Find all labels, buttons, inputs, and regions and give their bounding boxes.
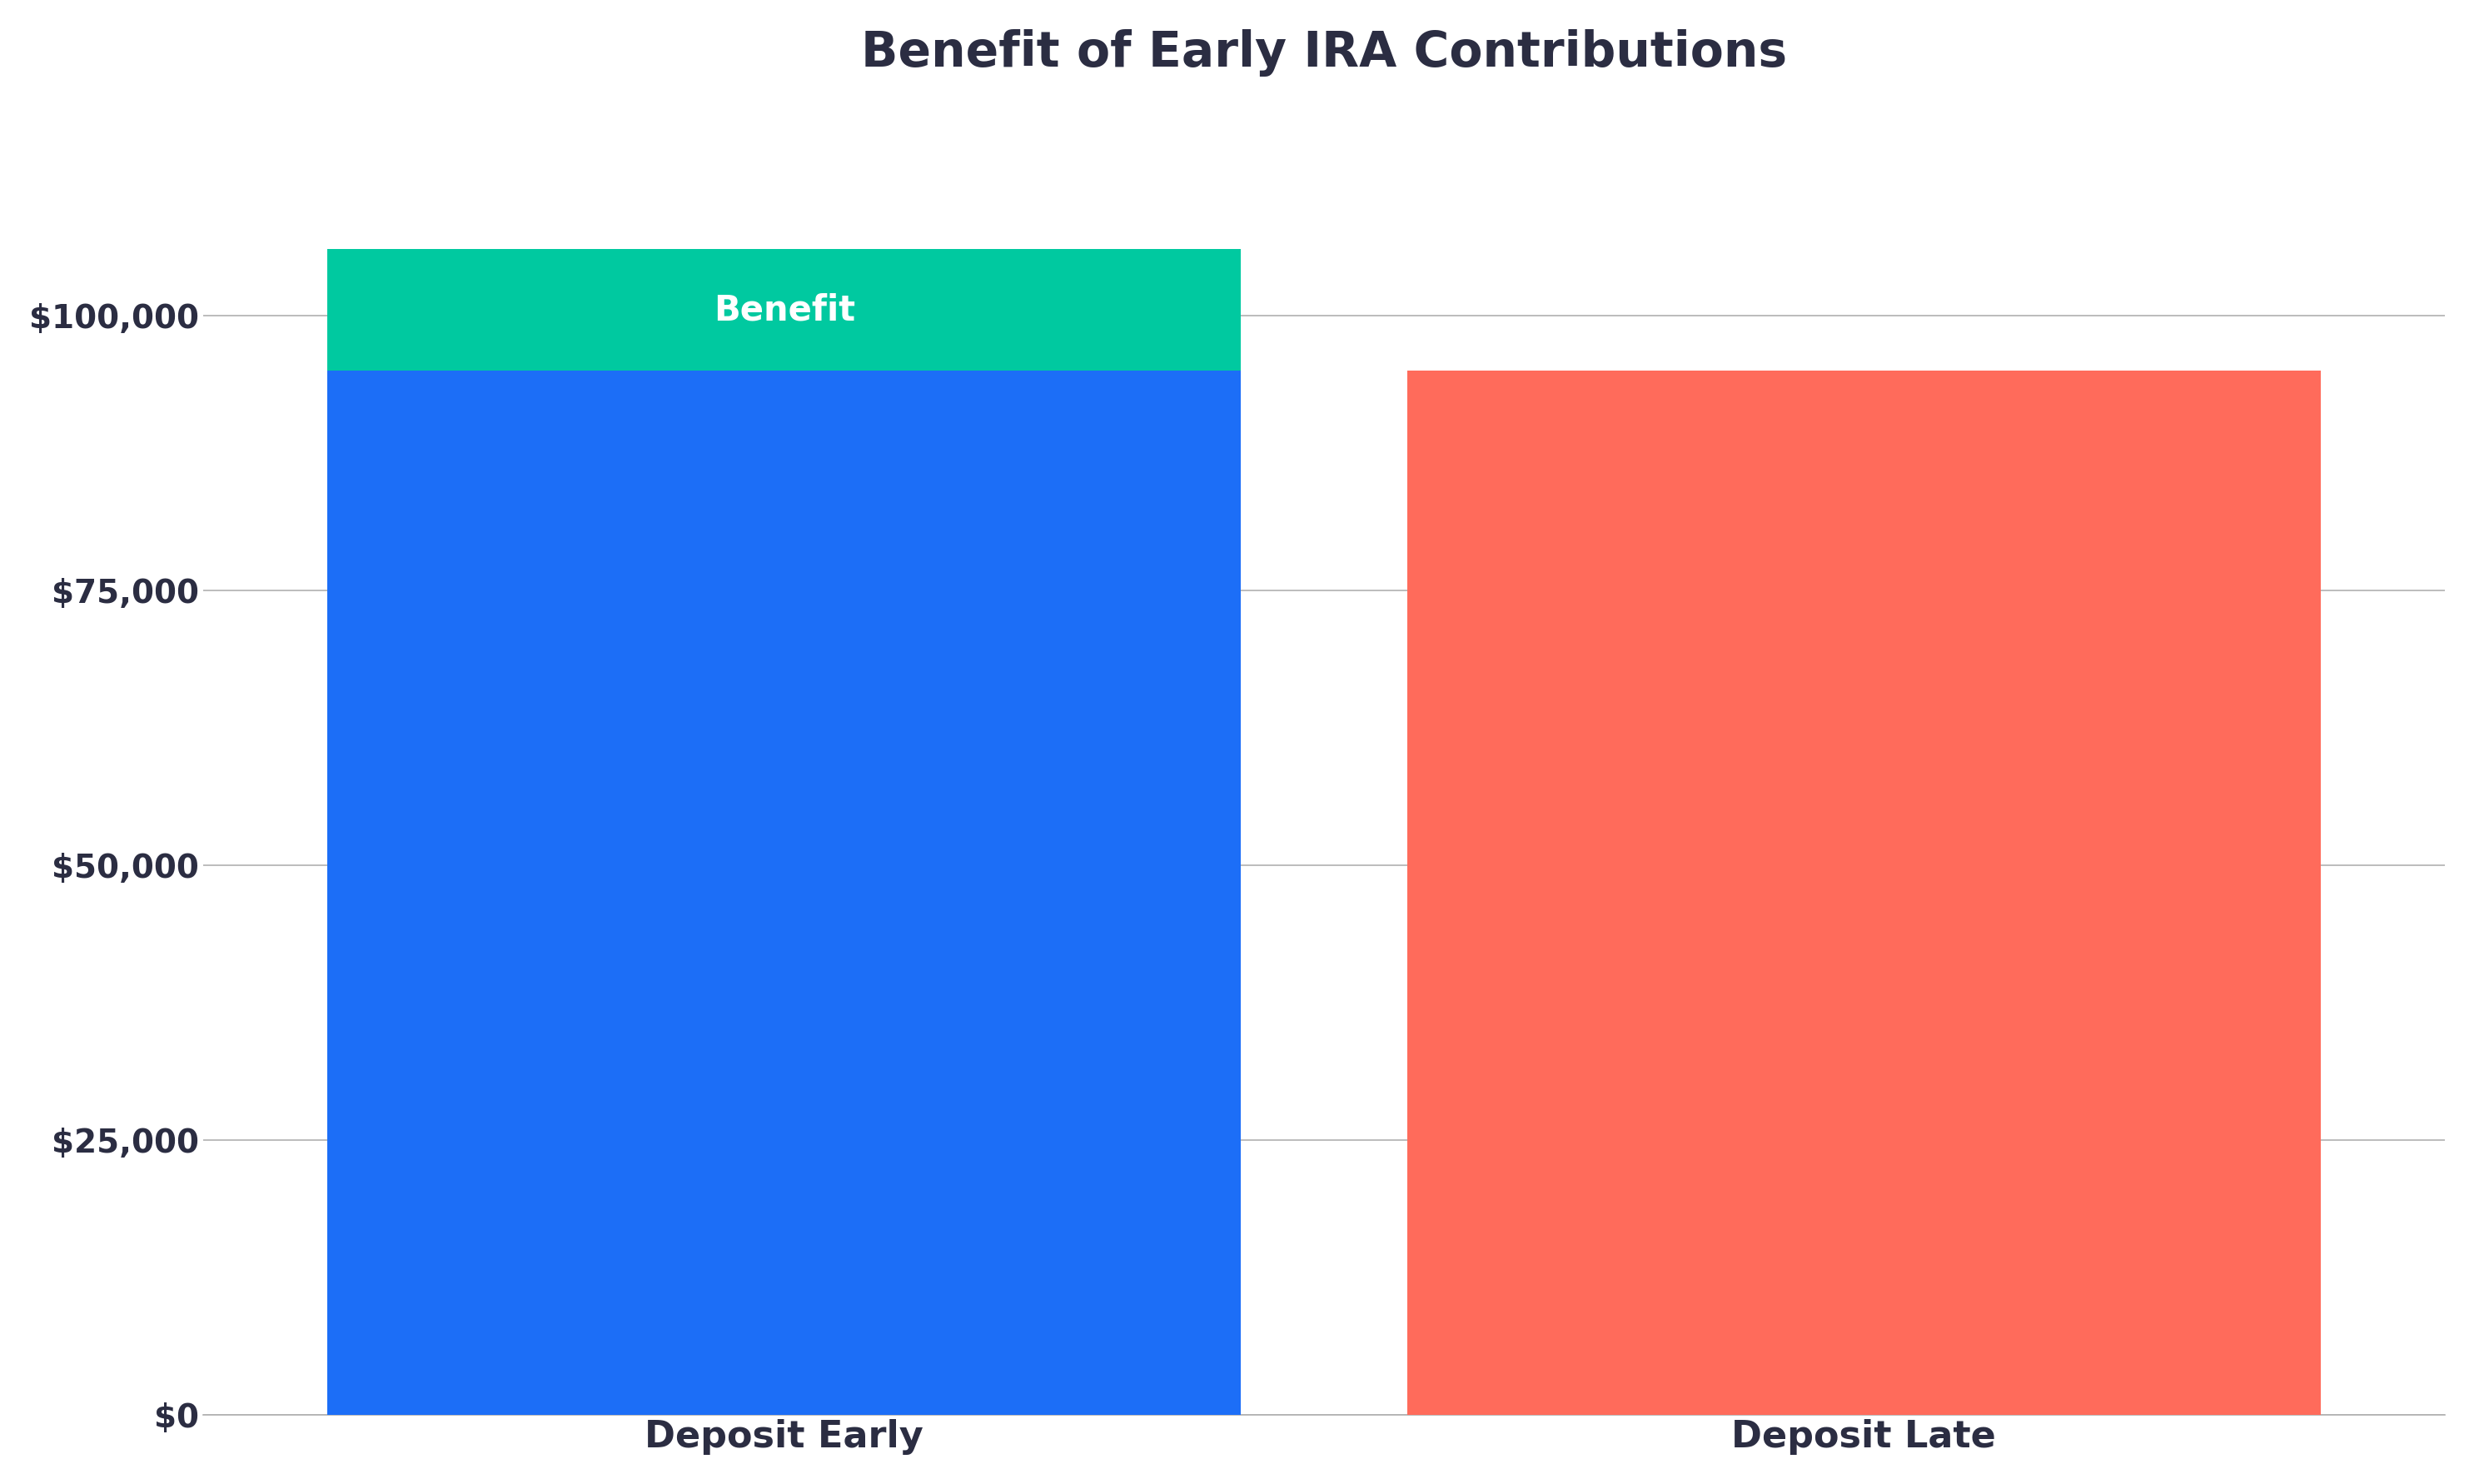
Bar [327, 371, 1242, 1416]
Bar [327, 249, 1242, 371]
Title: Benefit of Early IRA Contributions: Benefit of Early IRA Contributions [861, 28, 1786, 76]
Text: Benefit: Benefit [713, 292, 856, 328]
Bar [1408, 371, 2321, 1416]
